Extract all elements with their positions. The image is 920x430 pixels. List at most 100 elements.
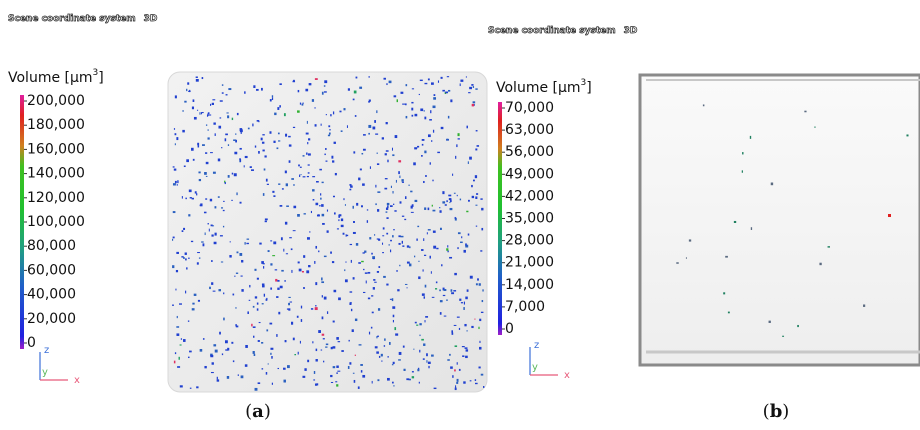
- pore: [276, 147, 279, 150]
- pore: [191, 197, 194, 200]
- pore: [212, 225, 215, 227]
- pore: [321, 333, 325, 336]
- pore: [322, 338, 325, 340]
- pore: [205, 124, 208, 126]
- pore: [221, 92, 224, 94]
- pore: [386, 217, 389, 219]
- pore: [223, 200, 225, 202]
- pore: [189, 387, 192, 389]
- pore: [278, 311, 281, 315]
- pore: [315, 359, 318, 362]
- pore: [863, 304, 866, 307]
- scale-tick-label: 49,000: [505, 166, 554, 182]
- pore: [392, 306, 396, 309]
- pore: [186, 267, 188, 270]
- pore: [321, 213, 325, 217]
- scale-tick-label: 140,000: [27, 166, 85, 182]
- pore: [286, 308, 289, 310]
- pore: [172, 166, 175, 168]
- pore: [220, 207, 224, 209]
- pore: [481, 300, 484, 303]
- pore: [182, 110, 184, 112]
- pore: [396, 270, 398, 272]
- pore: [388, 341, 391, 345]
- pore: [447, 359, 450, 361]
- pore: [385, 207, 389, 210]
- pore: [279, 285, 283, 289]
- pore: [410, 211, 414, 213]
- pore: [211, 260, 213, 262]
- pore: [479, 346, 482, 350]
- pore: [174, 143, 176, 146]
- pore: [421, 293, 425, 296]
- pore: [676, 262, 679, 264]
- pore: [432, 209, 436, 212]
- pore: [356, 202, 359, 206]
- pore: [307, 141, 309, 145]
- pore: [224, 340, 228, 344]
- pore: [466, 289, 469, 292]
- pore: [448, 198, 452, 201]
- pore: [291, 269, 293, 273]
- pore: [208, 228, 210, 232]
- pore: [239, 252, 243, 256]
- pore: [405, 103, 407, 106]
- pore: [314, 383, 318, 386]
- pore: [186, 159, 189, 163]
- pore: [384, 338, 386, 341]
- pore: [207, 129, 209, 131]
- pore: [198, 178, 202, 182]
- pore: [299, 174, 301, 178]
- pore: [325, 160, 328, 162]
- pore: [390, 205, 393, 207]
- pore: [208, 114, 212, 116]
- pore: [439, 289, 441, 292]
- pore: [411, 101, 414, 104]
- pore: [336, 337, 339, 340]
- pore: [471, 195, 475, 199]
- pore: [207, 137, 210, 140]
- pore: [207, 113, 209, 117]
- pore: [456, 144, 458, 148]
- pore: [352, 98, 355, 101]
- pore: [442, 287, 445, 291]
- pore: [269, 322, 273, 325]
- pore: [358, 177, 361, 181]
- pore: [321, 204, 324, 207]
- pore: [381, 360, 383, 362]
- pore: [226, 376, 230, 379]
- pore: [454, 387, 457, 391]
- pore: [292, 337, 295, 341]
- pore: [742, 152, 744, 155]
- pore: [244, 242, 246, 245]
- pore: [725, 255, 728, 258]
- pore: [336, 228, 340, 230]
- pore: [394, 210, 397, 212]
- pore: [204, 232, 206, 236]
- pore: [906, 134, 909, 137]
- pore: [176, 333, 180, 336]
- pore: [303, 213, 306, 215]
- pore: [188, 189, 192, 193]
- pore: [249, 284, 251, 288]
- pore: [205, 161, 209, 165]
- pore: [457, 247, 459, 250]
- pore: [404, 196, 407, 200]
- pore: [449, 207, 453, 211]
- pore: [463, 381, 466, 384]
- pore: [444, 204, 447, 206]
- pore: [465, 76, 467, 78]
- pore: [430, 110, 432, 114]
- pore: [308, 138, 311, 141]
- pore: [176, 251, 179, 254]
- pore: [391, 364, 394, 366]
- pore: [323, 85, 326, 87]
- pore: [443, 315, 447, 317]
- pore: [273, 241, 277, 245]
- axis-y-label: y: [42, 367, 48, 378]
- pore: [308, 265, 311, 268]
- pore: [352, 372, 355, 374]
- pore: [431, 354, 434, 357]
- header-text: Scene coordinate system: [8, 14, 136, 24]
- pore: [188, 90, 191, 92]
